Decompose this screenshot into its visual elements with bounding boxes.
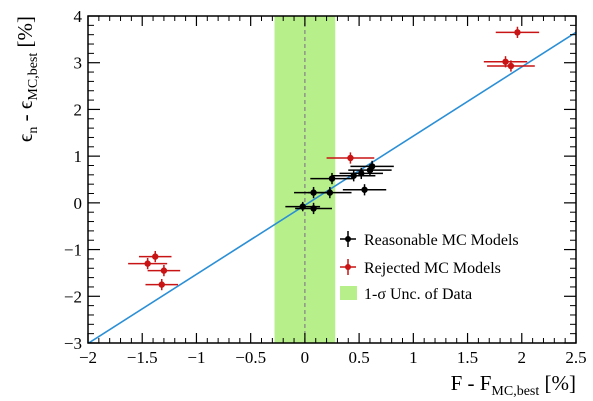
y-axis-title-unit: [%] [13,16,37,53]
marker-reasonable [368,163,376,170]
marker-rejected [144,260,151,267]
marker-rejected [158,281,165,288]
data-point-rejected [326,152,375,164]
y-tick-label: −2 [64,287,82,306]
y-axis-title-main: ϵ [13,133,37,142]
y-tick-label: 1 [74,147,83,166]
x-tick-label: 0.5 [348,348,369,367]
fit-line [88,31,576,343]
marker-reasonable [361,186,368,193]
marker-rejected [152,253,159,260]
x-axis-title-unit: [%] [539,371,576,395]
legend: Reasonable MC Models Rejected MC Models … [340,231,519,303]
plot-frame [87,15,577,344]
y-tick-label: 2 [74,100,83,119]
legend-band-swatch [340,286,357,300]
data-point-rejected [495,26,540,38]
legend-reasonable-marker [345,236,351,242]
x-tick-label: 1.5 [457,348,478,367]
data-point-rejected [145,279,179,291]
marker-reasonable [326,189,334,196]
data-point-rejected [147,264,181,277]
marker-rejected [347,154,354,162]
x-tick-label: 2 [518,348,527,367]
fit-line-layer [88,31,576,343]
x-axis-title: F - FMC,best [%] [451,371,576,399]
y-tick-label: −3 [64,334,82,353]
x-tick-label: −2 [79,348,97,367]
marker-rejected [514,29,521,36]
data-point-reasonable [285,201,321,212]
data-point-rejected [128,257,168,270]
marker-rejected [507,62,515,70]
y-axis-title: ϵn - ϵMC,best [%] [13,16,41,142]
legend-entry-reasonable: Reasonable MC Models [340,231,519,249]
data-point-reasonable [350,160,394,173]
marker-rejected [160,267,168,274]
marker-rejected [502,58,509,65]
legend-rejected-marker [345,264,351,270]
marker-reasonable [299,203,306,210]
x-axis-title-main: F - F [451,371,492,395]
y-axis-title-mid: - ϵ [13,100,37,126]
data-point-rejected [138,250,172,263]
marker-reasonable [358,170,365,177]
data-points-layer [128,26,540,291]
y-tick-label: −1 [64,241,82,260]
x-tick-label: −1.5 [127,348,158,367]
y-tick-label: 3 [74,54,83,73]
data-point-reasonable [342,184,387,196]
legend-reasonable-label: Reasonable MC Models [364,232,519,249]
legend-entry-rejected: Rejected MC Models [340,259,501,277]
legend-entry-band: 1-σ Unc. of Data [340,286,472,303]
data-point-rejected [487,60,535,72]
legend-band-label: 1-σ Unc. of Data [364,286,472,303]
data-point-reasonable [310,172,354,185]
x-tick-label: 2.5 [565,348,586,367]
x-tick-label: 1 [409,348,418,367]
x-tick-label: −0.5 [235,348,266,367]
y-tick-label: 0 [74,194,83,213]
x-axis-title-subscript: MC,best [491,384,539,399]
marker-reasonable [328,175,336,182]
data-point-reasonable [308,186,352,199]
x-tick-label: 0 [301,348,310,367]
data-point-reasonable [339,167,383,180]
y-axis-title-subscript-n: n [26,127,41,134]
y-tick-label: 4 [74,7,83,26]
legend-rejected-label: Rejected MC Models [364,260,501,277]
y-axis-title-subscript-mc: MC,best [26,53,41,101]
x-tick-label: −1 [187,348,205,367]
